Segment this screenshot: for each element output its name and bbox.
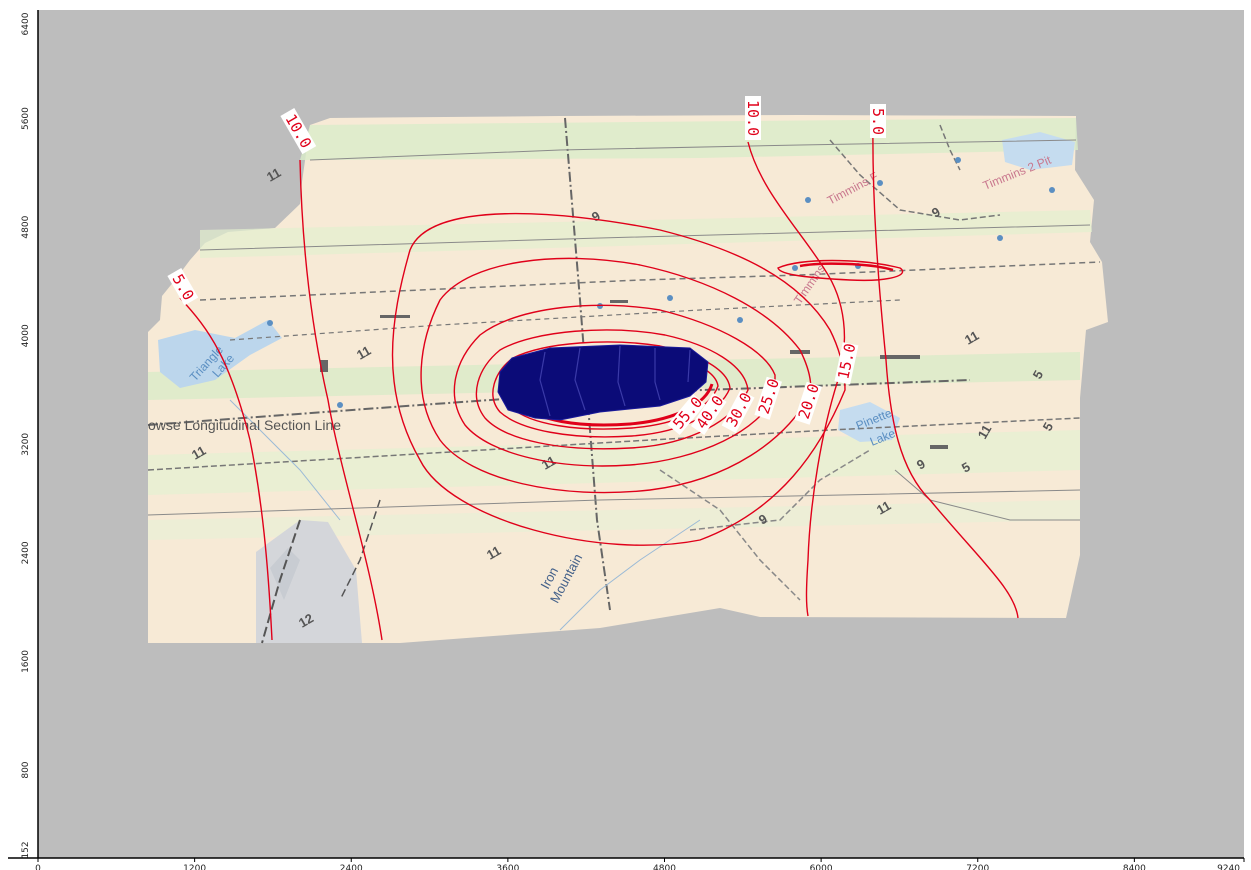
unit-label: 11 <box>539 453 558 473</box>
unit-label: 11 <box>874 498 893 518</box>
y-tick-label: 6400 <box>21 12 31 35</box>
green-band <box>200 210 1092 258</box>
x-tick-label: 4800 <box>653 864 676 870</box>
road <box>939 124 961 171</box>
x-tick-label: 9240 <box>1217 864 1240 870</box>
x-tick-label: 1200 <box>183 864 206 870</box>
pinette-lake <box>838 402 900 442</box>
pit-lake <box>256 520 362 643</box>
contour-small <box>799 262 894 272</box>
y-tick-label: 4000 <box>21 324 31 347</box>
x-tick-label: 8400 <box>1123 864 1146 870</box>
road <box>689 449 871 531</box>
fault-line <box>147 417 1081 471</box>
y-axis-ticks: 6400 5600 4800 4000 3200 2400 1600 800 152 <box>21 12 31 858</box>
x-tick-label: 7200 <box>966 864 989 870</box>
unit-label: 11 <box>975 422 995 441</box>
unit-label: 11 <box>962 328 981 348</box>
contour-label-10: 10.0 <box>744 100 762 136</box>
stream <box>229 399 341 521</box>
contact-line <box>147 489 1081 516</box>
contour-5 <box>179 297 273 641</box>
stream <box>894 469 1080 521</box>
y-tick-label: 152 <box>21 841 31 858</box>
contour-label-5: 5.0 <box>869 108 887 135</box>
drill-hole-symbols <box>267 157 1055 408</box>
fault-line <box>229 299 901 341</box>
x-tick-label: 2400 <box>340 864 363 870</box>
fault-line <box>199 261 1101 301</box>
x-tick-label: 6000 <box>810 864 833 870</box>
fault-line <box>564 117 611 611</box>
contour-10 <box>299 159 383 641</box>
x-tick-label: 0 <box>35 864 41 870</box>
green-band <box>148 430 1080 495</box>
x-axis-ticks: 0 1200 2400 3600 4800 6000 7200 8400 9240 <box>35 858 1245 870</box>
road <box>829 139 1001 221</box>
green-band <box>148 500 1080 540</box>
stream <box>559 519 701 631</box>
road <box>261 519 301 644</box>
contour-15 <box>391 212 846 546</box>
unit-label: 11 <box>264 165 283 185</box>
contour-25 <box>453 304 776 467</box>
y-tick-label: 4800 <box>21 215 31 238</box>
contour-20 <box>420 257 812 494</box>
unit-label: 11 <box>484 543 503 563</box>
contour-small <box>777 259 904 282</box>
y-tick-label: 3200 <box>21 433 31 456</box>
y-tick-label: 5600 <box>21 107 31 130</box>
section-line-label: owse Longitudinal Section Line <box>148 417 341 433</box>
fault-line <box>147 379 971 426</box>
y-tick-label: 800 <box>21 761 31 778</box>
axes: 0 1200 2400 3600 4800 6000 7200 8400 9240 6400 56… <box>8 10 1245 870</box>
contact-line <box>309 139 1077 161</box>
contour-30 <box>475 329 749 450</box>
road <box>659 469 801 601</box>
gravel-area <box>270 548 300 600</box>
road <box>339 499 381 601</box>
contact-line <box>199 224 1091 251</box>
unit-label: 11 <box>354 343 373 363</box>
y-tick-label: 2400 <box>21 541 31 564</box>
contour-5 <box>872 119 1019 619</box>
unit-label: 12 <box>296 610 316 630</box>
x-tick-label: 3600 <box>496 864 519 870</box>
unit-label: 11 <box>189 443 208 463</box>
pit-benches <box>539 345 691 417</box>
y-tick-label: 1600 <box>21 650 31 673</box>
